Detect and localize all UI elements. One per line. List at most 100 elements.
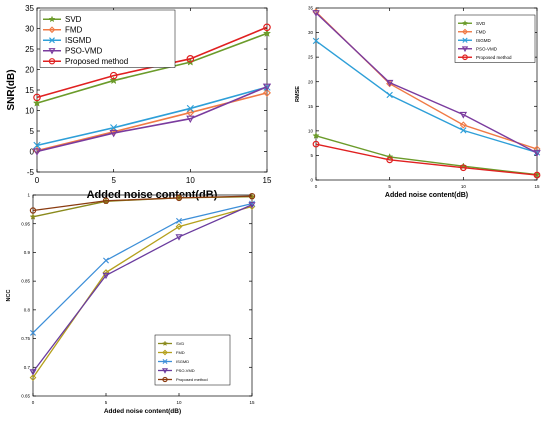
legend-label: FMD <box>476 29 486 34</box>
series-line-pso-vmd <box>32 204 253 373</box>
x-tick-label: 5 <box>111 176 116 185</box>
legend-marker <box>461 46 469 53</box>
legend-marker <box>461 28 469 35</box>
data-point <box>102 197 110 204</box>
y-tick-label: 30 <box>308 30 314 35</box>
series-line-proposed-method <box>32 195 253 212</box>
y-tick-label: 1 <box>27 193 30 198</box>
data-point <box>175 223 183 230</box>
legend-marker <box>161 368 169 374</box>
legend-label: SVD <box>176 341 184 346</box>
legend-marker <box>461 19 469 26</box>
data-point <box>248 192 256 200</box>
data-point <box>32 148 42 156</box>
x-tick-label: 10 <box>186 176 195 185</box>
y-tick-label: -5 <box>27 168 35 177</box>
legend-label: ISGMD <box>476 38 492 43</box>
series-line-pso-vmd <box>36 85 268 153</box>
legend-marker <box>48 58 56 65</box>
data-point <box>33 141 41 149</box>
legend-marker <box>162 376 168 383</box>
y-tick-label: 25 <box>308 55 314 60</box>
legend-marker <box>462 37 468 43</box>
chart-2: 0 5 10 15 20 25 30 35 0 5 10 15 Added noise content(… <box>295 6 541 199</box>
y-tick-label: 15 <box>25 86 34 95</box>
data-point <box>29 369 37 376</box>
y-tick-label: 0.95 <box>21 221 30 226</box>
y-tick-label: 0.7 <box>24 365 31 370</box>
legend-marker <box>462 54 468 61</box>
legend-label: Proposed method <box>176 377 208 382</box>
y-tick-label: 20 <box>25 65 34 74</box>
series-line-svd <box>315 135 538 176</box>
data-point <box>533 171 541 179</box>
x-tick-label: 5 <box>388 184 391 189</box>
data-point <box>176 217 182 224</box>
x-tick-label: 0 <box>35 176 40 185</box>
data-point <box>175 194 183 202</box>
series-line-fmd <box>32 205 253 378</box>
y-axis-label: NCC <box>6 290 12 302</box>
legend-label: Proposed method <box>476 55 512 60</box>
data-point <box>186 55 195 63</box>
legend-marker <box>48 26 56 34</box>
data-point <box>460 127 467 134</box>
data-point <box>175 234 183 241</box>
data-point <box>386 91 393 99</box>
series-line-isgmd <box>32 202 253 334</box>
x-axis-label: Added noise content(dB) <box>385 192 468 199</box>
x-tick-label: 0 <box>32 400 35 405</box>
data-point <box>103 257 109 264</box>
data-point <box>459 121 467 129</box>
data-point <box>110 124 118 132</box>
legend-marker <box>162 359 168 364</box>
data-point <box>32 98 42 107</box>
y-tick-label: 0 <box>310 178 313 183</box>
legend-marker <box>49 37 55 44</box>
data-point <box>263 23 271 32</box>
data-point <box>312 131 320 139</box>
legend-label: FMD <box>176 350 185 355</box>
y-tick-label: 0.85 <box>21 279 30 284</box>
data-point <box>186 115 195 124</box>
y-tick-label: 0.75 <box>21 336 30 341</box>
data-point <box>186 104 194 113</box>
data-point <box>386 156 394 164</box>
x-tick-label: 5 <box>105 400 108 405</box>
data-point <box>109 129 118 138</box>
legend-label: PSO-VMD <box>476 46 498 51</box>
data-point <box>29 374 37 382</box>
data-point <box>385 79 394 87</box>
x-axis-label: Added noise content(dB) <box>104 408 181 415</box>
data-point <box>30 329 36 336</box>
data-point <box>109 76 118 85</box>
x-tick-label: 15 <box>263 176 272 185</box>
plot-area <box>32 194 253 397</box>
series-line-pso-vmd <box>315 12 538 154</box>
data-point <box>33 93 41 102</box>
y-tick-label: 0 <box>30 147 35 156</box>
y-axis-label: SNR(dB) <box>6 69 17 110</box>
y-tick-label: 0.65 <box>21 394 30 399</box>
legend-label: SVD <box>65 15 82 24</box>
x-tick-label: 0 <box>315 184 318 189</box>
series-line-isgmd <box>315 40 538 154</box>
y-tick-label: 5 <box>30 127 35 136</box>
legend-marker <box>48 15 56 23</box>
x-tick-label: 15 <box>249 400 255 405</box>
data-point <box>312 10 320 17</box>
data-point <box>29 207 37 214</box>
plot-area <box>315 7 538 181</box>
data-point <box>312 140 320 148</box>
legend-label: PSO-VMD <box>176 368 195 373</box>
y-tick-label: 30 <box>25 24 34 33</box>
y-tick-label: 0.9 <box>24 250 31 255</box>
y-tick-label: 35 <box>25 4 34 13</box>
legend-label: PSO-VMD <box>65 47 103 56</box>
data-point <box>459 111 468 119</box>
y-tick-label: 5 <box>310 153 313 158</box>
y-axis-label: RMSE <box>295 86 301 102</box>
